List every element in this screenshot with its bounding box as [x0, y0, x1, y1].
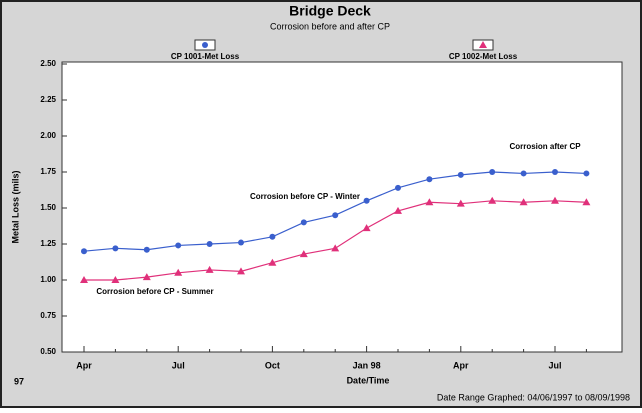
data-point	[489, 169, 496, 175]
data-point	[552, 169, 558, 175]
data-point	[519, 198, 528, 206]
data-point	[175, 242, 182, 249]
y-tick-label: 1.25	[40, 239, 56, 248]
data-point	[174, 268, 183, 276]
annotation: Corrosion before CP - Summer	[96, 287, 213, 296]
legend-label: CP 1002-Met Loss	[449, 52, 518, 61]
data-point	[395, 184, 401, 191]
data-point	[202, 42, 208, 48]
y-tick-label: 0.50	[40, 347, 56, 356]
x-tick-label: Apr	[76, 360, 92, 370]
data-point	[112, 245, 119, 252]
data-point	[362, 224, 371, 232]
footer: Date Range Graphed: 04/06/1997 to 08/09/…	[437, 392, 630, 402]
data-point	[237, 267, 245, 275]
chart-subtitle: Corrosion before and after CP	[270, 21, 390, 31]
annotation: Corrosion before CP - Winter	[250, 192, 360, 201]
data-point	[426, 176, 433, 183]
data-point	[205, 265, 214, 273]
data-point	[394, 206, 402, 214]
x-tick-label: Oct	[265, 360, 280, 370]
data-point	[583, 170, 590, 177]
chart-title: Bridge Deck	[289, 3, 371, 19]
data-point	[479, 41, 487, 48]
y-tick-label: 2.50	[40, 59, 56, 68]
data-point	[331, 244, 340, 252]
data-point	[142, 273, 151, 281]
data-point	[299, 250, 308, 258]
data-point	[143, 246, 150, 253]
data-point	[238, 239, 244, 246]
x-axis-label: Date/Time	[347, 375, 390, 385]
y-tick-label: 1.00	[40, 275, 56, 284]
data-point	[332, 212, 339, 219]
y-tick-label: 0.75	[40, 311, 56, 320]
y-tick-label: 2.25	[40, 95, 56, 104]
data-point	[80, 276, 88, 283]
annotation: Corrosion after CP	[509, 142, 581, 151]
x-tick-label: Jul	[172, 360, 185, 370]
data-point	[269, 233, 276, 240]
data-point	[582, 198, 591, 206]
y-tick-label: 1.50	[40, 203, 56, 212]
data-point	[206, 241, 213, 247]
y-tick-label: 2.00	[40, 131, 56, 140]
data-point	[457, 171, 464, 178]
data-point	[520, 170, 527, 177]
data-point	[551, 196, 559, 204]
x-year-label: 97	[14, 376, 24, 386]
data-point	[81, 248, 87, 255]
legend-label: CP 1001-Met Loss	[171, 52, 240, 61]
data-point	[488, 196, 497, 204]
data-point	[425, 198, 434, 206]
data-point	[363, 197, 370, 204]
data-point	[268, 258, 277, 266]
data-point	[111, 276, 120, 283]
plot-area	[61, 61, 623, 353]
data-point	[300, 219, 307, 226]
data-point	[456, 199, 465, 207]
x-tick-label: Jan 98	[353, 360, 381, 370]
x-tick-label: Apr	[453, 360, 469, 370]
y-axis-label: Metal Loss (mils)	[10, 170, 20, 243]
y-tick-label: 1.75	[40, 167, 56, 176]
x-tick-label: Jul	[548, 360, 561, 370]
